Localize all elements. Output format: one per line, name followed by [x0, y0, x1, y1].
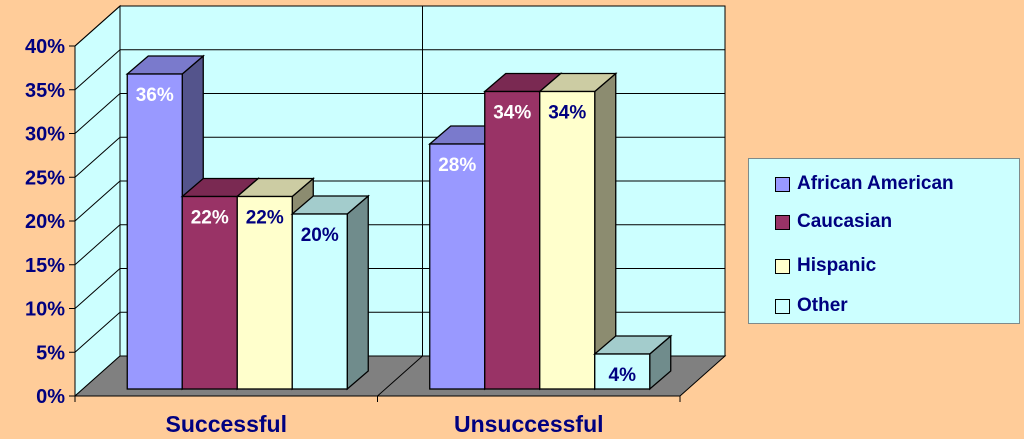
data-label: 34% — [548, 103, 586, 124]
y-tick-label: 0% — [36, 386, 65, 408]
bar-front — [429, 143, 486, 390]
data-label: 28% — [438, 155, 476, 176]
data-label: 20% — [301, 225, 339, 246]
y-tick-label: 10% — [25, 299, 65, 321]
y-tick-label: 5% — [36, 342, 65, 364]
legend-label: Caucasian — [797, 211, 893, 232]
legend-swatch — [775, 258, 790, 274]
legend-swatch — [775, 214, 790, 230]
y-tick-label: 35% — [25, 80, 65, 102]
legend-item-african-american: African American — [775, 172, 954, 196]
data-label: 22% — [246, 208, 284, 229]
y-tick-label: 25% — [25, 167, 65, 189]
legend-swatch — [775, 176, 790, 192]
data-label: 4% — [609, 365, 637, 386]
legend: African American Caucasian Hispanic Othe… — [748, 158, 1020, 324]
bar-front — [291, 213, 348, 390]
gridline — [74, 5, 725, 47]
y-tick-label: 20% — [25, 211, 65, 233]
y-tick-label: 30% — [25, 124, 65, 146]
axes: 0% 5% 10% 15% 20% 25% 30% 35% 40% Successful Unsuc… — [25, 36, 681, 437]
bar-front — [181, 195, 238, 390]
bar — [537, 72, 618, 391]
bar-front — [539, 90, 596, 390]
y-tick-label: 15% — [25, 255, 65, 277]
data-labels: 36% 22% 22% 20% 28% 34% 34% 4% — [136, 85, 636, 386]
data-label: 22% — [191, 208, 229, 229]
data-label: 36% — [136, 85, 174, 106]
legend-label: Other — [797, 295, 848, 316]
legend-swatch — [775, 298, 790, 314]
legend-label: African American — [797, 173, 954, 194]
bar — [592, 334, 673, 391]
bar-front — [484, 90, 541, 390]
bar — [290, 194, 371, 391]
legend-item-caucasian: Caucasian — [775, 210, 892, 234]
bars — [125, 54, 673, 391]
gridline — [74, 49, 725, 91]
category-divider-floor — [377, 355, 423, 397]
bar-front — [594, 353, 651, 390]
bar-side — [346, 194, 369, 391]
bar-front — [126, 73, 183, 390]
x-category-label: Successful — [166, 411, 287, 437]
legend-label: Hispanic — [797, 255, 877, 276]
x-category-label: Unsuccessful — [454, 411, 604, 437]
legend-item-hispanic: Hispanic — [775, 254, 876, 278]
y-tick-label: 40% — [25, 36, 65, 58]
data-label: 34% — [493, 103, 531, 124]
bar-front — [236, 195, 293, 390]
legend-item-other: Other — [775, 294, 848, 318]
